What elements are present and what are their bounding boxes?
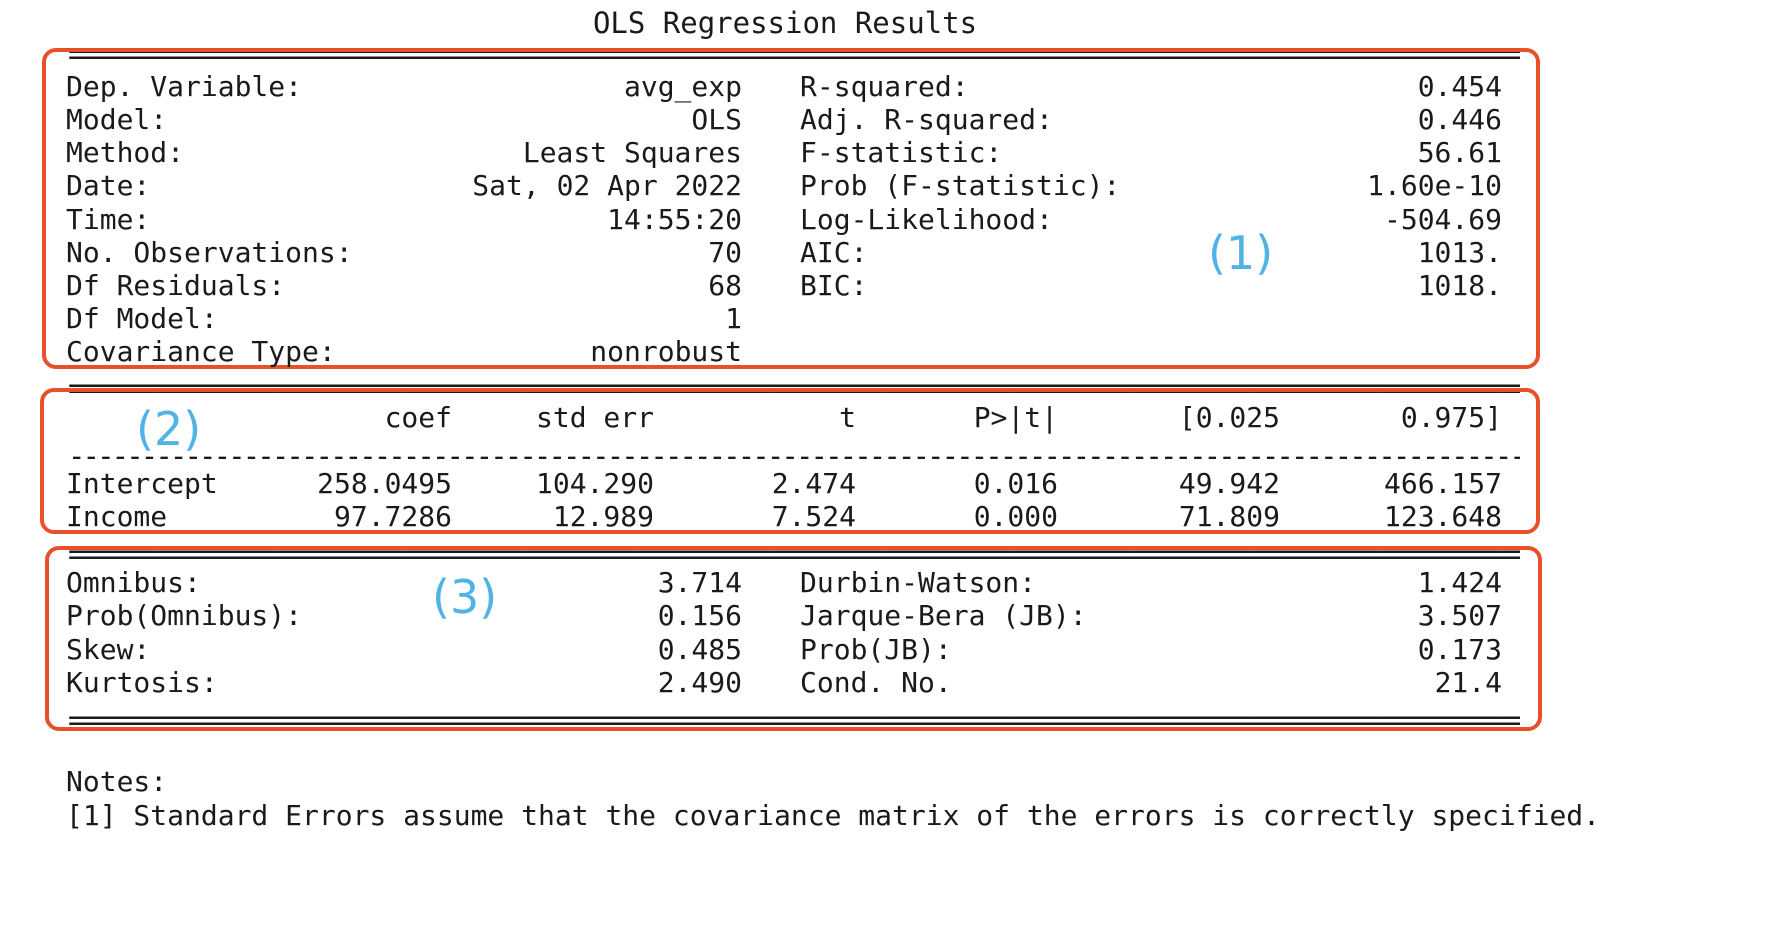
table-cell: 2.474 xyxy=(771,467,856,500)
stat-label: F-statistic: xyxy=(800,136,1003,169)
stat-label: Log-Likelihood: xyxy=(800,203,1053,236)
double-separator: ========================================… xyxy=(68,710,1520,730)
row-name: Income xyxy=(66,500,168,533)
stat-value: 1013. xyxy=(1417,236,1502,269)
stat-value: 0.485 xyxy=(657,633,742,666)
table-cell: 12.989 xyxy=(552,500,654,533)
section-1-box xyxy=(42,48,1540,369)
stat-label: R-squared: xyxy=(800,70,969,103)
stat-value: 1018. xyxy=(1417,269,1502,302)
stat-value: 0.446 xyxy=(1417,103,1502,136)
stat-label: Model: xyxy=(66,103,168,136)
stat-label: Time: xyxy=(66,203,151,236)
notes-heading: Notes: xyxy=(66,765,168,798)
column-header: P>|t| xyxy=(973,401,1058,434)
stat-label: Kurtosis: xyxy=(66,666,218,699)
stat-value: 1 xyxy=(725,302,742,335)
stat-value: 3.714 xyxy=(657,566,742,599)
stat-value: 1.60e-10 xyxy=(1367,169,1502,202)
table-cell: 7.524 xyxy=(771,500,856,533)
stat-label: Df Residuals: xyxy=(66,269,286,302)
stat-label: AIC: xyxy=(800,236,868,269)
section-3-marker: (3) xyxy=(432,570,498,624)
stat-label: Df Model: xyxy=(66,302,218,335)
stat-value: 1.424 xyxy=(1417,566,1502,599)
stat-value: 21.4 xyxy=(1434,666,1502,699)
stat-label: Jarque-Bera (JB): xyxy=(800,599,1087,632)
section-2-marker: (2) xyxy=(136,402,202,456)
stat-label: No. Observations: xyxy=(66,236,353,269)
table-cell: 0.000 xyxy=(973,500,1058,533)
section-2-box xyxy=(40,388,1540,534)
stat-label: Dep. Variable: xyxy=(66,70,303,103)
table-cell: 97.7286 xyxy=(333,500,452,533)
stat-value: 0.156 xyxy=(657,599,742,632)
stat-label: Omnibus: xyxy=(66,566,201,599)
stat-label: Method: xyxy=(66,136,185,169)
table-cell: 49.942 xyxy=(1178,467,1280,500)
stat-value: 3.507 xyxy=(1417,599,1502,632)
row-name: Intercept xyxy=(66,467,218,500)
stat-label: Prob (F-statistic): xyxy=(800,169,1121,202)
stat-label: Date: xyxy=(66,169,151,202)
section-1-marker: (1) xyxy=(1208,226,1274,280)
stat-value: nonrobust xyxy=(590,335,742,368)
table-cell: 104.290 xyxy=(535,467,654,500)
column-header: [0.025 xyxy=(1178,401,1280,434)
stat-label: Prob(Omnibus): xyxy=(66,599,303,632)
stat-label: BIC: xyxy=(800,269,868,302)
stat-value: avg_exp xyxy=(623,70,742,103)
table-cell: 0.016 xyxy=(973,467,1058,500)
stat-value: 56.61 xyxy=(1417,136,1502,169)
table-cell: 123.648 xyxy=(1383,500,1502,533)
notes-line: [1] Standard Errors assume that the cova… xyxy=(66,799,1601,832)
section-3-box xyxy=(45,546,1542,731)
stat-value: Sat, 02 Apr 2022 xyxy=(472,169,742,202)
stat-value: OLS xyxy=(691,103,742,136)
report-title: OLS Regression Results xyxy=(592,6,978,40)
stat-label: Durbin-Watson: xyxy=(800,566,1037,599)
stat-label: Cond. No. xyxy=(800,666,952,699)
stat-value: 68 xyxy=(708,269,742,302)
stat-label: Prob(JB): xyxy=(800,633,952,666)
table-cell: 258.0495 xyxy=(317,467,452,500)
column-header: std err xyxy=(535,401,654,434)
column-header: 0.975] xyxy=(1400,401,1502,434)
stat-value: Least Squares xyxy=(522,136,742,169)
single-separator: ----------------------------------------… xyxy=(68,446,1520,466)
stat-label: Skew: xyxy=(66,633,151,666)
stat-label: Covariance Type: xyxy=(66,335,336,368)
stat-value: 14:55:20 xyxy=(607,203,742,236)
stat-value: 2.490 xyxy=(657,666,742,699)
stat-value: 70 xyxy=(708,236,742,269)
column-header: t xyxy=(839,401,856,434)
stat-value: 0.173 xyxy=(1417,633,1502,666)
stat-value: -504.69 xyxy=(1383,203,1502,236)
table-cell: 71.809 xyxy=(1178,500,1280,533)
stat-label: Adj. R-squared: xyxy=(800,103,1053,136)
table-cell: 466.157 xyxy=(1383,467,1502,500)
stat-value: 0.454 xyxy=(1417,70,1502,103)
column-header: coef xyxy=(384,401,452,434)
